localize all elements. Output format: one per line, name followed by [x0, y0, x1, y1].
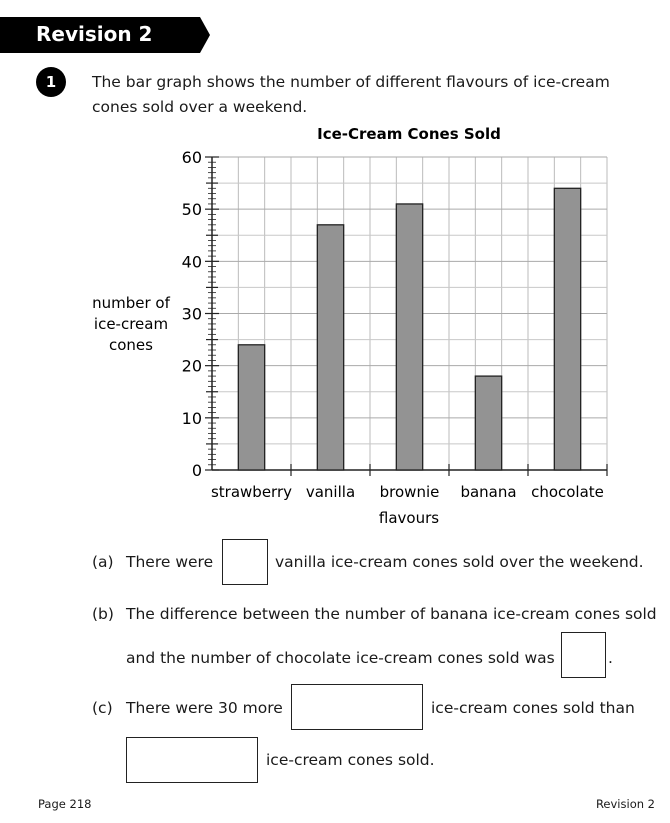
- part-a-text-after: vanilla ice-cream cones sold over the we…: [275, 553, 644, 571]
- y-tick-label: 40: [182, 252, 202, 271]
- page-number: Page 218: [38, 797, 92, 811]
- y-tick-label: 20: [182, 357, 202, 376]
- y-tick-label: 0: [192, 461, 202, 480]
- x-tick-label: strawberry: [211, 483, 292, 501]
- y-tick-label: 30: [182, 305, 202, 324]
- section-banner: Revision 2: [0, 17, 210, 53]
- x-tick-label: brownie: [380, 483, 440, 501]
- footer-section: Revision 2: [595, 797, 655, 811]
- x-axis-label: flavours: [379, 509, 439, 527]
- question-number: 1: [36, 67, 66, 97]
- bar-chart: 0 10 20 30 40 50 60 strawberry vanilla brownie ban…: [92, 125, 608, 527]
- x-tick-label: banana: [460, 483, 516, 501]
- part-b-label: (b): [92, 605, 114, 623]
- bar-brownie: [395, 203, 424, 471]
- y-tick-label: 50: [182, 200, 202, 219]
- answer-box-c2[interactable]: [126, 737, 258, 783]
- bar-banana: [474, 375, 503, 471]
- answer-box-c1[interactable]: [291, 684, 423, 730]
- section-title: Revision 2: [36, 22, 153, 46]
- part-a-text: There were: [126, 553, 214, 571]
- part-a-label: (a): [92, 553, 114, 571]
- y-axis-label: cones: [109, 336, 153, 354]
- x-tick-label: chocolate: [531, 483, 604, 501]
- part-c-label: (c): [92, 699, 113, 717]
- part-c-line2: ice-cream cones sold.: [266, 751, 435, 769]
- x-tick-label: vanilla: [306, 483, 355, 501]
- answer-box-b[interactable]: [561, 632, 606, 678]
- question-intro: The bar graph shows the number of differ…: [92, 73, 610, 116]
- answer-box-a[interactable]: [222, 539, 268, 585]
- y-axis-label: number of: [92, 294, 170, 312]
- bar-chocolate: [553, 187, 582, 471]
- part-c-text-after: ice-cream cones sold than: [431, 699, 635, 717]
- part-c-text: There were 30 more: [126, 699, 283, 717]
- y-tick-label: 60: [182, 148, 202, 167]
- y-tick-label: 10: [182, 409, 202, 428]
- bar-vanilla: [316, 224, 345, 471]
- bar-strawberry: [237, 344, 266, 471]
- part-b-line2: and the number of chocolate ice-cream co…: [126, 649, 555, 667]
- part-b-line1: The difference between the number of ban…: [126, 605, 657, 623]
- part-b-period: .: [608, 649, 613, 667]
- y-axis-label: ice-cream: [94, 315, 168, 333]
- chart-title: Ice-Cream Cones Sold: [317, 125, 501, 143]
